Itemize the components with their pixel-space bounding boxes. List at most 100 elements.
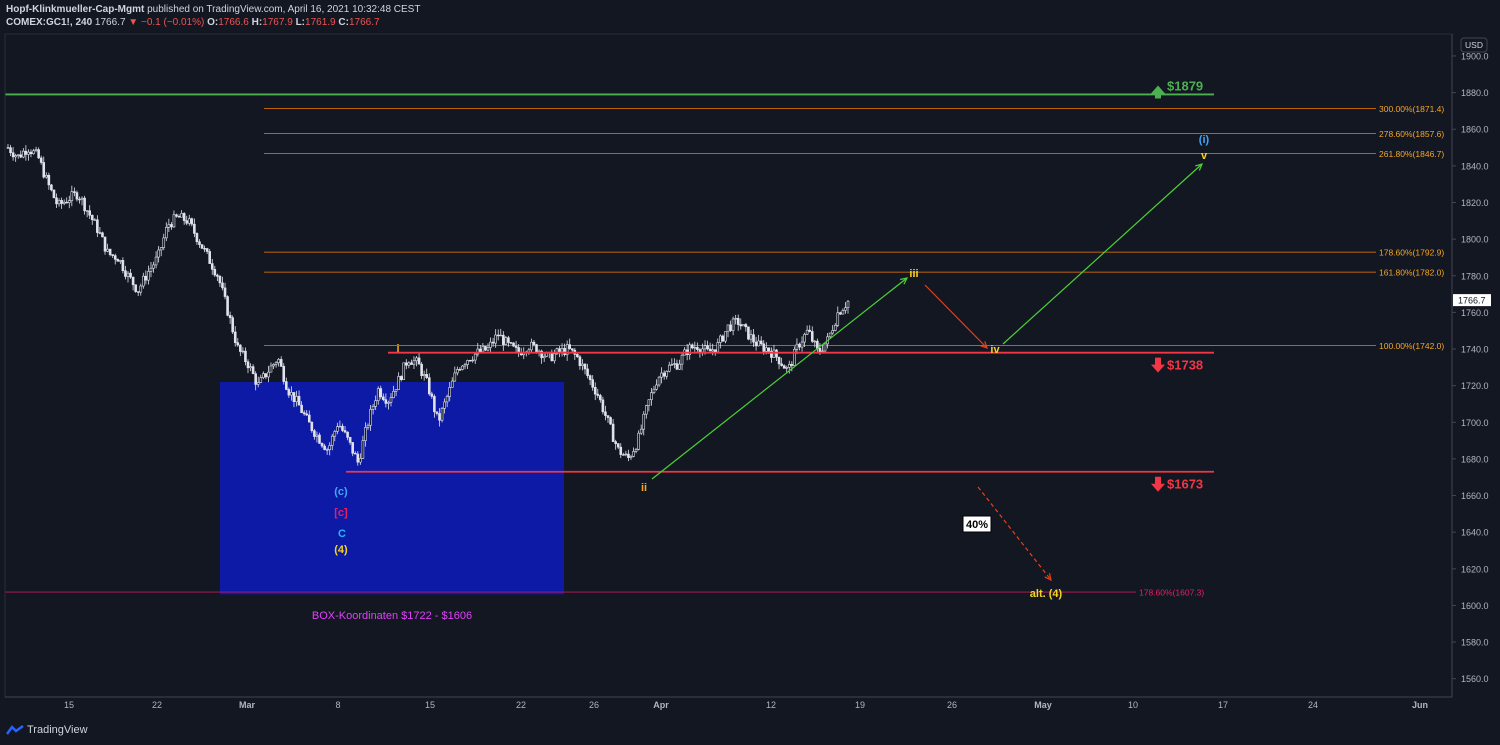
candle-body — [430, 393, 434, 397]
candle-body — [425, 374, 429, 378]
candle-body — [632, 451, 635, 457]
candle-body — [739, 324, 743, 327]
fib-label: 300.00%(1871.4) — [1379, 104, 1444, 114]
candle-body — [639, 428, 643, 434]
wave-label-i-paren: (i) — [1199, 134, 1210, 146]
candle-body — [190, 218, 194, 225]
candle-body — [816, 340, 819, 349]
candle-body — [657, 376, 661, 386]
candle-body — [634, 449, 638, 452]
candle-body — [642, 413, 646, 430]
last-price: 1766.7 — [94, 17, 126, 28]
brand-name[interactable]: TradingView — [27, 724, 88, 736]
candle-body — [844, 307, 847, 311]
candle-body — [359, 458, 362, 463]
candle-body — [353, 452, 357, 455]
candle-body — [650, 392, 653, 401]
candle-body — [129, 272, 132, 278]
time-tick-label: May — [1034, 700, 1052, 710]
level-label: $1673 — [1167, 477, 1203, 492]
wave-label-i: i — [396, 343, 399, 355]
tradingview-logo-icon — [5, 725, 24, 735]
candle-body — [47, 174, 51, 186]
candle-body — [417, 357, 421, 365]
symbol-label[interactable]: COMEX:GC1!, 240 — [6, 17, 93, 28]
candle-body — [591, 379, 594, 388]
price-tick-label: 1600.0 — [1461, 601, 1489, 611]
candle-body — [300, 404, 303, 413]
publish-line: Hopf-Klinkmueller-Cap-Mgmt published on … — [6, 4, 420, 15]
candle-body — [690, 344, 694, 349]
candle-body — [75, 192, 79, 200]
price-tick-label: 1640.0 — [1461, 528, 1489, 538]
candle-body — [149, 267, 153, 272]
candle-body — [205, 248, 209, 252]
candle-body — [828, 332, 832, 338]
percent-badge — [962, 515, 992, 533]
candle-body — [422, 374, 426, 376]
time-tick-label: 24 — [1308, 700, 1318, 710]
candle-body — [108, 248, 112, 255]
candle-body — [703, 345, 707, 350]
candle-body — [239, 344, 242, 352]
candle-body — [88, 210, 92, 216]
price-tick-label: 1780.0 — [1461, 271, 1489, 281]
low-value: 1761.9 — [305, 17, 336, 28]
candle-body — [609, 417, 612, 425]
candle-body — [593, 387, 597, 395]
down-arrow-icon: ▼ — [128, 17, 139, 28]
time-tick-label: 15 — [425, 700, 435, 710]
wave-label-c-paren: (c) — [334, 486, 348, 498]
candle-body — [254, 373, 257, 385]
candle-body — [65, 201, 69, 204]
candle-body — [139, 285, 143, 293]
candle-body — [762, 343, 766, 352]
candle-body — [162, 237, 166, 248]
percent-badge-text: 40% — [966, 519, 988, 531]
close-label: C: — [338, 17, 349, 28]
candle-body — [307, 414, 311, 423]
current-price-badge — [1453, 294, 1491, 307]
candle-body — [742, 324, 745, 327]
candle-body — [655, 384, 658, 390]
candle-body — [744, 324, 748, 328]
level-label: $1879 — [1167, 78, 1203, 93]
time-tick-label: Mar — [239, 700, 256, 710]
candle-body — [336, 426, 339, 432]
candle-body — [604, 411, 607, 416]
candle-body — [808, 329, 812, 332]
candle-body — [833, 324, 837, 331]
candle-body — [251, 366, 255, 374]
candle-body — [338, 425, 342, 428]
candle-body — [461, 365, 464, 370]
candle-body — [93, 219, 97, 221]
candle-body — [341, 425, 344, 431]
candle-body — [167, 224, 171, 228]
candle-body — [821, 350, 824, 353]
candle-body — [325, 449, 329, 451]
wave-label-v: v — [1201, 150, 1208, 162]
candle-body — [588, 375, 592, 380]
candle-body — [726, 324, 730, 332]
candle-body — [466, 360, 469, 365]
candle-body — [62, 201, 66, 204]
candle-body — [752, 334, 755, 343]
candle-body — [27, 151, 30, 155]
box-label: BOX-Koordinaten $1722 - $1606 — [312, 610, 472, 622]
candle-body — [193, 223, 196, 234]
candle-body — [777, 356, 781, 365]
candle-body — [435, 411, 439, 414]
candle-body — [119, 260, 122, 262]
time-tick-label: 8 — [335, 700, 340, 710]
candle-body — [800, 341, 804, 348]
author-name[interactable]: Hopf-Klinkmueller-Cap-Mgmt — [6, 4, 145, 15]
candle-body — [576, 354, 579, 358]
wave-label-ii: ii — [641, 482, 647, 494]
candle-body — [713, 349, 717, 353]
candle-body — [361, 440, 365, 459]
candle-body — [731, 318, 735, 331]
candle-body — [749, 334, 753, 340]
candle-body — [724, 331, 727, 342]
